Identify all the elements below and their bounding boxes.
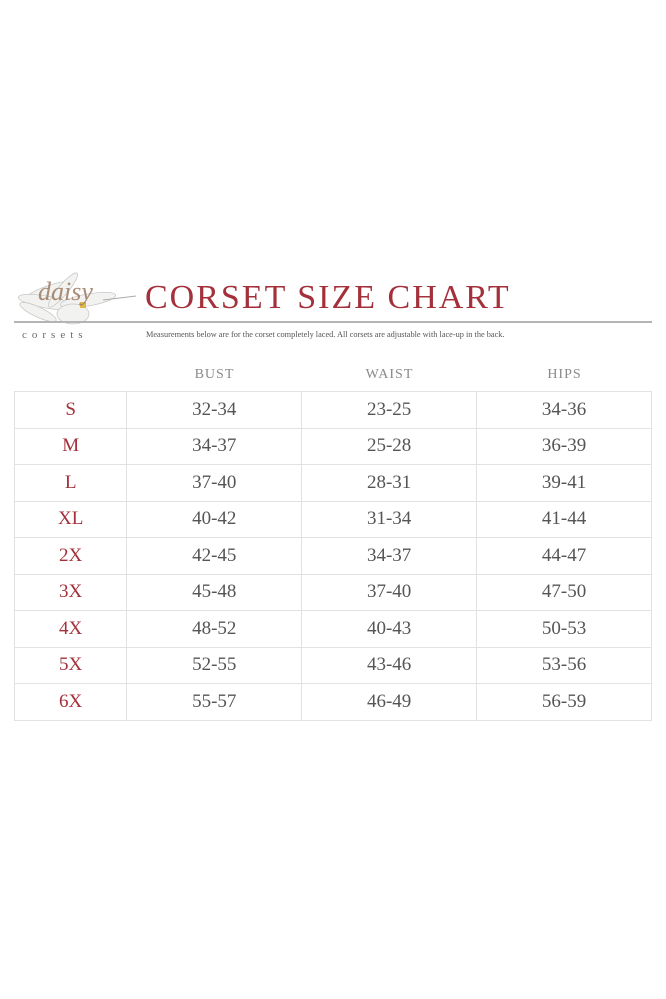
bust-cell: 37-40 <box>126 464 303 502</box>
divider <box>14 321 652 323</box>
table-row: L 37-40 28-31 39-41 <box>13 464 652 502</box>
logo-wordmark: corsets <box>22 329 88 341</box>
waist-cell: 34-37 <box>301 537 478 575</box>
hips-cell: 56-59 <box>476 683 652 721</box>
bust-cell: 45-48 <box>126 573 303 611</box>
waist-cell: 31-34 <box>301 500 478 538</box>
bust-cell: 48-52 <box>126 610 303 648</box>
table-row: 4X 48-52 40-43 50-53 <box>13 610 652 648</box>
daisy-flower-icon: daisy <box>18 272 137 325</box>
subtitle: Measurements below are for the corset co… <box>146 330 505 339</box>
size-cell: 6X <box>13 683 128 721</box>
hips-cell: 39-41 <box>476 464 652 502</box>
bust-cell: 40-42 <box>126 500 303 538</box>
waist-cell: 40-43 <box>301 610 478 648</box>
hips-cell: 44-47 <box>476 537 652 575</box>
bust-cell: 52-55 <box>126 646 303 684</box>
hips-cell: 36-39 <box>476 427 652 465</box>
table-row: M 34-37 25-28 36-39 <box>13 427 652 465</box>
size-cell: S <box>13 391 128 429</box>
waist-cell: 25-28 <box>301 427 478 465</box>
size-table: S 32-34 23-25 34-36 M 34-37 25-28 36-39 L 37-40 28… <box>13 391 652 721</box>
table-row: 6X 55-57 46-49 56-59 <box>13 683 652 721</box>
size-cell: 5X <box>13 646 128 684</box>
size-cell: 3X <box>13 573 128 611</box>
daisy-corsets-logo: daisy <box>8 262 138 342</box>
bust-cell: 34-37 <box>126 427 303 465</box>
svg-text:daisy: daisy <box>38 277 93 306</box>
size-cell: 2X <box>13 537 128 575</box>
waist-cell: 23-25 <box>301 391 478 429</box>
bust-cell: 32-34 <box>126 391 303 429</box>
waist-cell: 43-46 <box>301 646 478 684</box>
size-cell: M <box>13 427 128 465</box>
hips-cell: 34-36 <box>476 391 652 429</box>
table-row: 2X 42-45 34-37 44-47 <box>13 537 652 575</box>
hips-cell: 47-50 <box>476 573 652 611</box>
hips-cell: 50-53 <box>476 610 652 648</box>
hips-cell: 53-56 <box>476 646 652 684</box>
table-row: 3X 45-48 37-40 47-50 <box>13 573 652 611</box>
column-header-bust: BUST <box>194 367 235 382</box>
column-header-hips: HIPS <box>547 367 582 382</box>
size-cell: XL <box>13 500 128 538</box>
page-title: CORSET SIZE CHART <box>145 279 511 316</box>
size-cell: 4X <box>13 610 128 648</box>
table-row: S 32-34 23-25 34-36 <box>13 391 652 429</box>
column-header-waist: WAIST <box>365 367 414 382</box>
table-row: 5X 52-55 43-46 53-56 <box>13 646 652 684</box>
bust-cell: 55-57 <box>126 683 303 721</box>
table-row: XL 40-42 31-34 41-44 <box>13 500 652 538</box>
waist-cell: 28-31 <box>301 464 478 502</box>
waist-cell: 37-40 <box>301 573 478 611</box>
hips-cell: 41-44 <box>476 500 652 538</box>
size-cell: L <box>13 464 128 502</box>
waist-cell: 46-49 <box>301 683 478 721</box>
bust-cell: 42-45 <box>126 537 303 575</box>
